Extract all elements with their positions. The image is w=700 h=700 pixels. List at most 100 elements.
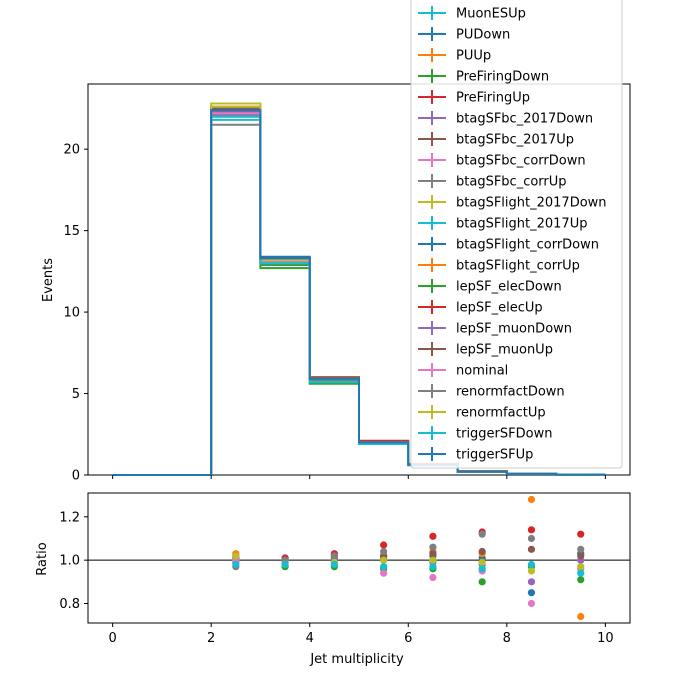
- main-y-ticks: 0 5 10 15 20: [63, 143, 88, 484]
- ratio-point: [527, 534, 536, 543]
- legend-label: PUUp: [456, 49, 491, 64]
- ratio-point: [429, 573, 437, 582]
- ratio-point: [429, 532, 437, 540]
- legend-label: lepSF_muonDown: [456, 322, 572, 337]
- ratio-point: [429, 543, 437, 551]
- ratio-point: [478, 547, 486, 556]
- ratio-y-axis-label: Ratio: [35, 542, 50, 575]
- main-y-tick-label: 20: [63, 143, 80, 158]
- legend-entry: btagSFbc_corrDown: [418, 153, 586, 169]
- ratio-point: [527, 495, 536, 504]
- legend-entry: nominal: [418, 363, 508, 379]
- ratio-point: [577, 563, 585, 571]
- main-y-tick-label: 5: [72, 387, 80, 402]
- ratio-point: [527, 567, 536, 575]
- legend-entry: renormfactUp: [418, 405, 546, 421]
- legend-entry: btagSFlight_corrUp: [418, 258, 580, 274]
- legend-label: btagSFlight_2017Down: [456, 196, 607, 211]
- main-y-tick-label: 15: [63, 224, 80, 239]
- ratio-point: [527, 526, 536, 534]
- ratio-point: [577, 552, 585, 560]
- ratio-point: [527, 545, 536, 553]
- ratio-point: [380, 563, 388, 571]
- legend-label: btagSFbc_corrUp: [456, 175, 567, 190]
- legend-label: renormfactUp: [456, 406, 546, 421]
- ratio-point: [478, 565, 486, 573]
- ratio-point: [527, 599, 536, 608]
- ratio-point: [429, 556, 437, 564]
- x-tick-label: 2: [207, 631, 215, 646]
- ratio-y-tick-label: 0.8: [59, 597, 80, 612]
- main-y-tick-label: 10: [63, 306, 80, 321]
- ratio-point: [478, 578, 486, 586]
- legend-label: lepSF_elecDown: [456, 280, 562, 295]
- legend-label: PreFiringUp: [456, 91, 530, 106]
- ratio-point: [380, 547, 388, 556]
- legend-entry: triggerSFUp: [418, 447, 533, 463]
- ratio-point: [577, 612, 585, 621]
- ratio-y-tick-label: 1.0: [59, 554, 80, 569]
- legend-entry: btagSFbc_2017Up: [418, 132, 574, 148]
- legend-label: PUDown: [456, 28, 510, 43]
- ratio-point: [527, 589, 536, 597]
- ratio-point: [527, 578, 536, 586]
- legend-label: btagSFlight_2017Up: [456, 217, 587, 232]
- legend-entry: btagSFlight_2017Up: [418, 216, 587, 232]
- legend-label: nominal: [456, 364, 508, 379]
- legend-entry: lepSF_muonDown: [418, 321, 572, 337]
- legend-frame: [410, 0, 623, 469]
- legend-entry: PUUp: [418, 48, 491, 64]
- ratio-point: [281, 560, 289, 569]
- main-y-tick-label: 0: [72, 469, 80, 484]
- x-axis-label: Jet multiplicity: [309, 652, 404, 667]
- x-tick-label: 6: [404, 631, 412, 646]
- ratio-points: [232, 495, 585, 621]
- legend-label: btagSFbc_corrDown: [456, 154, 586, 169]
- ratio-point: [429, 550, 437, 558]
- legend-entry: lepSF_elecDown: [418, 279, 562, 295]
- ratio-point: [577, 569, 585, 577]
- ratio-point: [577, 545, 585, 553]
- ratio-point: [429, 563, 437, 571]
- ratio-axes-frame: [87, 492, 631, 624]
- ratio-y-ticks: 0.8 1.0 1.2: [59, 510, 88, 612]
- legend-label: PreFiringDown: [456, 70, 549, 85]
- main-y-axis-label: Events: [41, 258, 56, 302]
- main-x-ticks: [112, 475, 606, 479]
- legend-label: MuonESUp: [456, 7, 526, 22]
- ratio-point: [232, 560, 240, 569]
- ratio-point: [380, 569, 388, 577]
- legend-entry: btagSFbc_corrUp: [418, 174, 567, 190]
- ratio-point: [527, 560, 536, 569]
- legend-entry: btagSFlight_2017Down: [418, 195, 607, 211]
- legend-entry: MuonESUp: [418, 6, 526, 22]
- ratio-x-ticks: 0 2 4 6 8 10: [108, 623, 614, 646]
- legend-label: btagSFlight_corrUp: [456, 259, 580, 274]
- main-panel: 0 5 10 15 20 Events: [41, 83, 631, 484]
- legend-label: btagSFbc_2017Down: [456, 112, 593, 127]
- ratio-y-tick-label: 1.2: [59, 510, 80, 525]
- legend: MuonESUp PUDown PUUp PreFiringDown PreFiring…: [410, 0, 623, 469]
- ratio-point: [232, 552, 240, 560]
- legend-label: triggerSFUp: [456, 448, 533, 463]
- legend-label: lepSF_muonUp: [456, 343, 553, 358]
- main-histogram-steps: [112, 102, 606, 476]
- legend-label: lepSF_elecUp: [456, 301, 543, 316]
- legend-label: triggerSFDown: [456, 427, 552, 442]
- legend-entry: renormfactDown: [418, 384, 565, 400]
- legend-label: btagSFbc_2017Up: [456, 133, 574, 148]
- ratio-point: [330, 560, 338, 569]
- legend-entry: lepSF_elecUp: [418, 300, 543, 316]
- ratio-point: [478, 530, 486, 538]
- ratio-point: [577, 530, 585, 538]
- x-tick-label: 10: [597, 631, 614, 646]
- ratio-panel: 0.8 1.0 1.2 0 2 4 6 8 10 Ratio Jet multiplicity: [35, 492, 631, 667]
- legend-entry: PreFiringDown: [418, 69, 549, 85]
- legend-entry: PreFiringUp: [418, 90, 530, 106]
- legend-entry: triggerSFDown: [418, 426, 552, 442]
- histogram-step-triggerSFUp: [112, 109, 606, 476]
- x-tick-label: 4: [306, 631, 314, 646]
- legend-entry: btagSFlight_corrDown: [418, 237, 599, 253]
- legend-label: btagSFlight_corrDown: [456, 238, 599, 253]
